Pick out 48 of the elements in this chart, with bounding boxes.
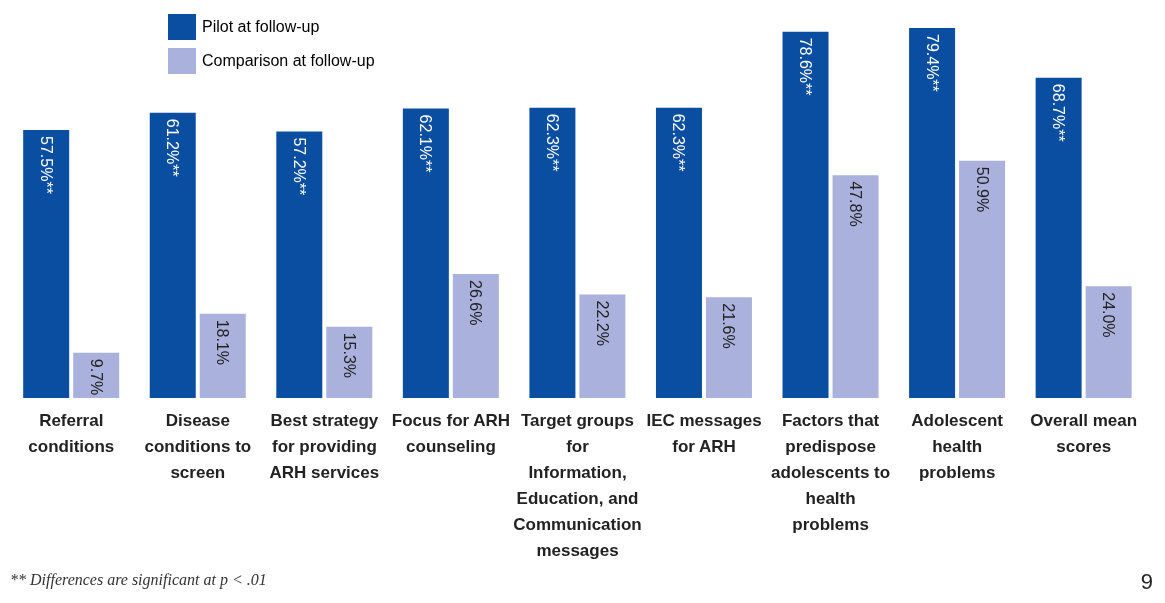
data-label: 78.6%** [797,37,815,96]
bar [579,294,626,398]
bar [909,28,956,398]
x-tick-label: Disease conditions to screen [144,411,252,482]
bar [276,131,323,398]
text: ** Differences are significant at p < .01 [10,571,267,589]
x-tick-label: Referral conditions [28,411,115,456]
data-label: 61.2%** [164,118,182,177]
data-label: 57.5%** [37,136,55,194]
x-tick-label: Best strategy for providing ARH services [269,411,380,482]
data-label: 22.2% [593,300,611,346]
x-tick-label: Target groups for Information, Education, and Communication messages [513,411,642,560]
bar [402,108,449,398]
data-label: 68.7%** [1050,83,1068,142]
bar [452,274,499,398]
bar [782,31,829,398]
data-label: 26.6% [467,280,485,326]
data-label: 24.0% [1100,292,1118,338]
legend-label: Pilot at follow-up [202,18,320,36]
data-label: 9.7% [87,358,105,396]
bar [1085,286,1132,398]
x-tick-label: Adolescent health problems [911,411,1004,482]
bar [1035,77,1082,398]
data-label: 47.8% [847,181,865,227]
bar [326,326,373,398]
x-tick-label: Overall mean scores [1030,411,1138,456]
data-label: 62.3%** [543,113,561,172]
legend-label: Comparison at follow-up [202,52,375,70]
data-label: 57.2%** [290,137,308,196]
x-tick-label: Factors that predispose adolescents to health problems [771,411,891,534]
data-label: 79.4%** [923,34,941,92]
data-label: 62.1%** [417,114,435,173]
bar [655,107,702,398]
data-label: 18.1% [214,319,232,366]
bar [705,297,752,398]
bar [529,107,576,398]
data-label: 15.3% [340,332,358,379]
bar [959,160,1006,398]
x-tick-label: Focus for ARH counseling [391,411,511,456]
bar [23,130,70,398]
text: 9 [1140,569,1153,595]
bar [832,175,879,398]
data-label: 21.6% [720,303,738,349]
bar [149,112,196,398]
x-tick-label: IEC messages for ARH [646,411,762,456]
data-label: 50.9% [973,166,991,213]
data-label: 62.3%** [670,113,688,172]
bar [199,313,246,398]
